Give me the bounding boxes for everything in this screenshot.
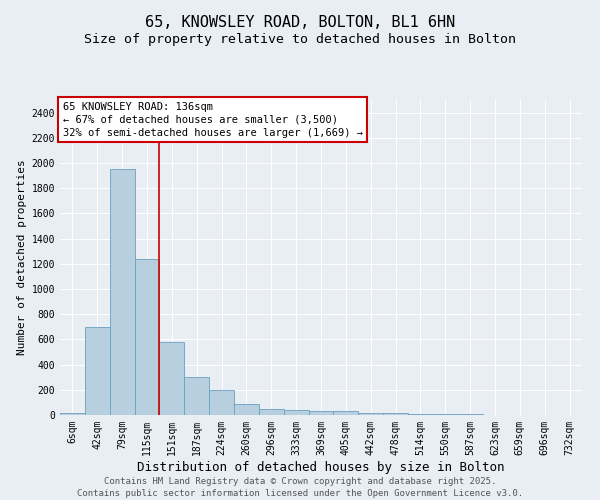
X-axis label: Distribution of detached houses by size in Bolton: Distribution of detached houses by size …: [137, 460, 505, 473]
Bar: [160, 342, 184, 415]
Text: 65, KNOWSLEY ROAD, BOLTON, BL1 6HN: 65, KNOWSLEY ROAD, BOLTON, BL1 6HN: [145, 15, 455, 30]
Bar: [383, 413, 408, 415]
Bar: [308, 410, 334, 415]
Bar: [184, 376, 209, 415]
Bar: [60, 413, 85, 415]
Bar: [408, 414, 433, 415]
Bar: [458, 414, 482, 415]
Text: 65 KNOWSLEY ROAD: 136sqm
← 67% of detached houses are smaller (3,500)
32% of sem: 65 KNOWSLEY ROAD: 136sqm ← 67% of detach…: [62, 102, 362, 138]
Bar: [134, 259, 160, 415]
Bar: [110, 170, 134, 415]
Text: Size of property relative to detached houses in Bolton: Size of property relative to detached ho…: [84, 32, 516, 46]
Bar: [284, 410, 308, 415]
Bar: [259, 408, 284, 415]
Bar: [85, 327, 110, 415]
Y-axis label: Number of detached properties: Number of detached properties: [17, 160, 28, 356]
Bar: [234, 404, 259, 415]
Bar: [358, 413, 383, 415]
Text: Contains HM Land Registry data © Crown copyright and database right 2025.
Contai: Contains HM Land Registry data © Crown c…: [77, 476, 523, 498]
Bar: [209, 390, 234, 415]
Bar: [433, 414, 458, 415]
Bar: [334, 411, 358, 415]
